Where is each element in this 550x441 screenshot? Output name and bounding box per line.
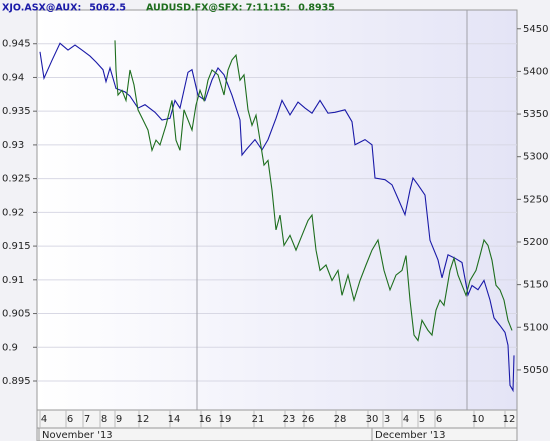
y2-tick-label: 5400 [523,66,548,77]
x-tick-label: 21 [252,414,265,425]
x-tick-label: 6 [436,414,442,425]
x-tick-label: 6 [67,414,73,425]
y2-tick-label: 5250 [523,194,548,205]
y2-tick-label: 5150 [523,280,548,291]
y-tick-label: 0.91 [2,275,24,286]
x-tick-label: 5 [419,414,425,425]
y-tick-label: 0.93 [2,140,24,151]
x-tick-label: 12 [503,414,516,425]
x-tick-label: 12 [137,414,150,425]
y-tick-label: 0.925 [2,174,31,185]
y-tick-label: 0.945 [2,39,31,50]
legend-name: XJO.ASX@AUX: [2,3,81,14]
x-axis-bar [36,409,518,441]
x-tick-label: 14 [168,414,181,425]
y2-tick-label: 5350 [523,109,548,120]
x-tick-label: 28 [334,414,347,425]
y-tick-label: 0.905 [2,309,31,320]
month-label: November '13 [42,430,113,441]
x-tick-label: 23 [283,414,296,425]
y2-tick-label: 5050 [523,365,548,376]
x-tick-label: 10 [472,414,485,425]
y-tick-label: 0.895 [2,376,31,387]
y-tick-label: 0.94 [2,72,24,83]
x-tick-label: 16 [199,414,212,425]
legend-value: 5062.5 [89,3,126,14]
x-tick-label: 3 [384,414,390,425]
x-tick-label: 26 [302,414,315,425]
y-tick-label: 0.915 [2,241,31,252]
legend-name: AUDUSD.FX@SFX: 7:11:15: [146,3,290,14]
month-label: December '13 [375,430,446,441]
x-tick-label: 19 [219,414,232,425]
x-tick-label: 30 [366,414,379,425]
x-tick-label: 4 [41,414,47,425]
y-tick-label: 0.935 [2,106,31,117]
x-tick-label: 9 [116,414,122,425]
legend-value: 0.8935 [298,3,335,14]
series-line [114,40,513,342]
y2-tick-label: 5450 [523,24,548,35]
y2-tick-label: 5100 [523,322,548,333]
x-tick-label: 8 [101,414,107,425]
y-tick-label: 0.9 [2,342,18,353]
x-tick-label: 7 [84,414,90,425]
y-tick-label: 0.92 [2,207,24,218]
x-tick-label: 4 [403,414,409,425]
y2-tick-label: 5200 [523,237,548,248]
y2-tick-label: 5300 [523,152,548,163]
